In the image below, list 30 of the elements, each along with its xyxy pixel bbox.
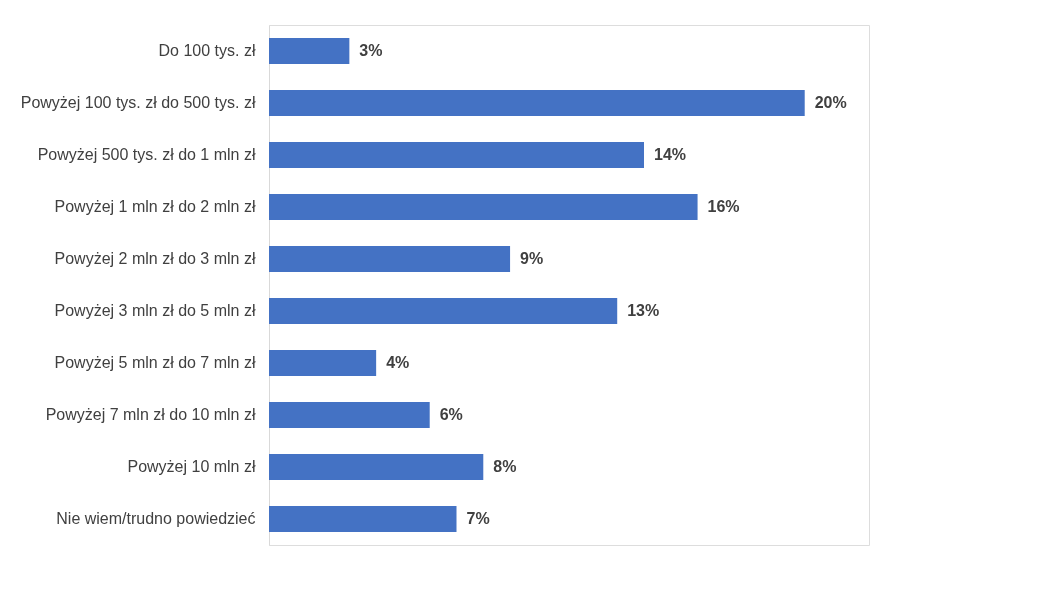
data-label: 7% <box>466 510 490 527</box>
data-label: 16% <box>707 198 740 215</box>
data-label: 4% <box>386 354 410 371</box>
data-label: 20% <box>814 94 847 111</box>
bar <box>269 246 511 272</box>
y-tick-label: Powyżej 100 tys. zł do 500 tys. zł <box>20 94 256 111</box>
data-label: 14% <box>654 146 687 163</box>
y-tick-label: Powyżej 5 mln zł do 7 mln zł <box>54 354 256 371</box>
bar <box>269 38 350 64</box>
bar <box>269 90 805 116</box>
y-tick-label: Do 100 tys. zł <box>158 42 256 59</box>
y-tick-label: Powyżej 10 mln zł <box>127 458 256 475</box>
bar <box>269 454 484 480</box>
data-label: 8% <box>493 458 517 475</box>
data-label: 3% <box>359 42 383 59</box>
y-tick-label: Powyżej 500 tys. zł do 1 mln zł <box>37 146 256 163</box>
y-tick-label: Powyżej 1 mln zł do 2 mln zł <box>54 198 256 215</box>
bar <box>269 142 644 168</box>
bar <box>269 350 377 376</box>
y-tick-label: Powyżej 2 mln zł do 3 mln zł <box>54 250 256 267</box>
bar <box>269 506 457 532</box>
y-tick-label: Powyżej 3 mln zł do 5 mln zł <box>54 302 256 319</box>
data-label: 13% <box>627 302 660 319</box>
bar <box>269 298 618 324</box>
data-label: 6% <box>439 406 463 423</box>
data-label: 9% <box>520 250 544 267</box>
y-tick-label: Powyżej 7 mln zł do 10 mln zł <box>45 406 256 423</box>
bar <box>269 402 430 428</box>
bar <box>269 194 698 220</box>
y-tick-label: Nie wiem/trudno powiedzieć <box>56 510 256 527</box>
